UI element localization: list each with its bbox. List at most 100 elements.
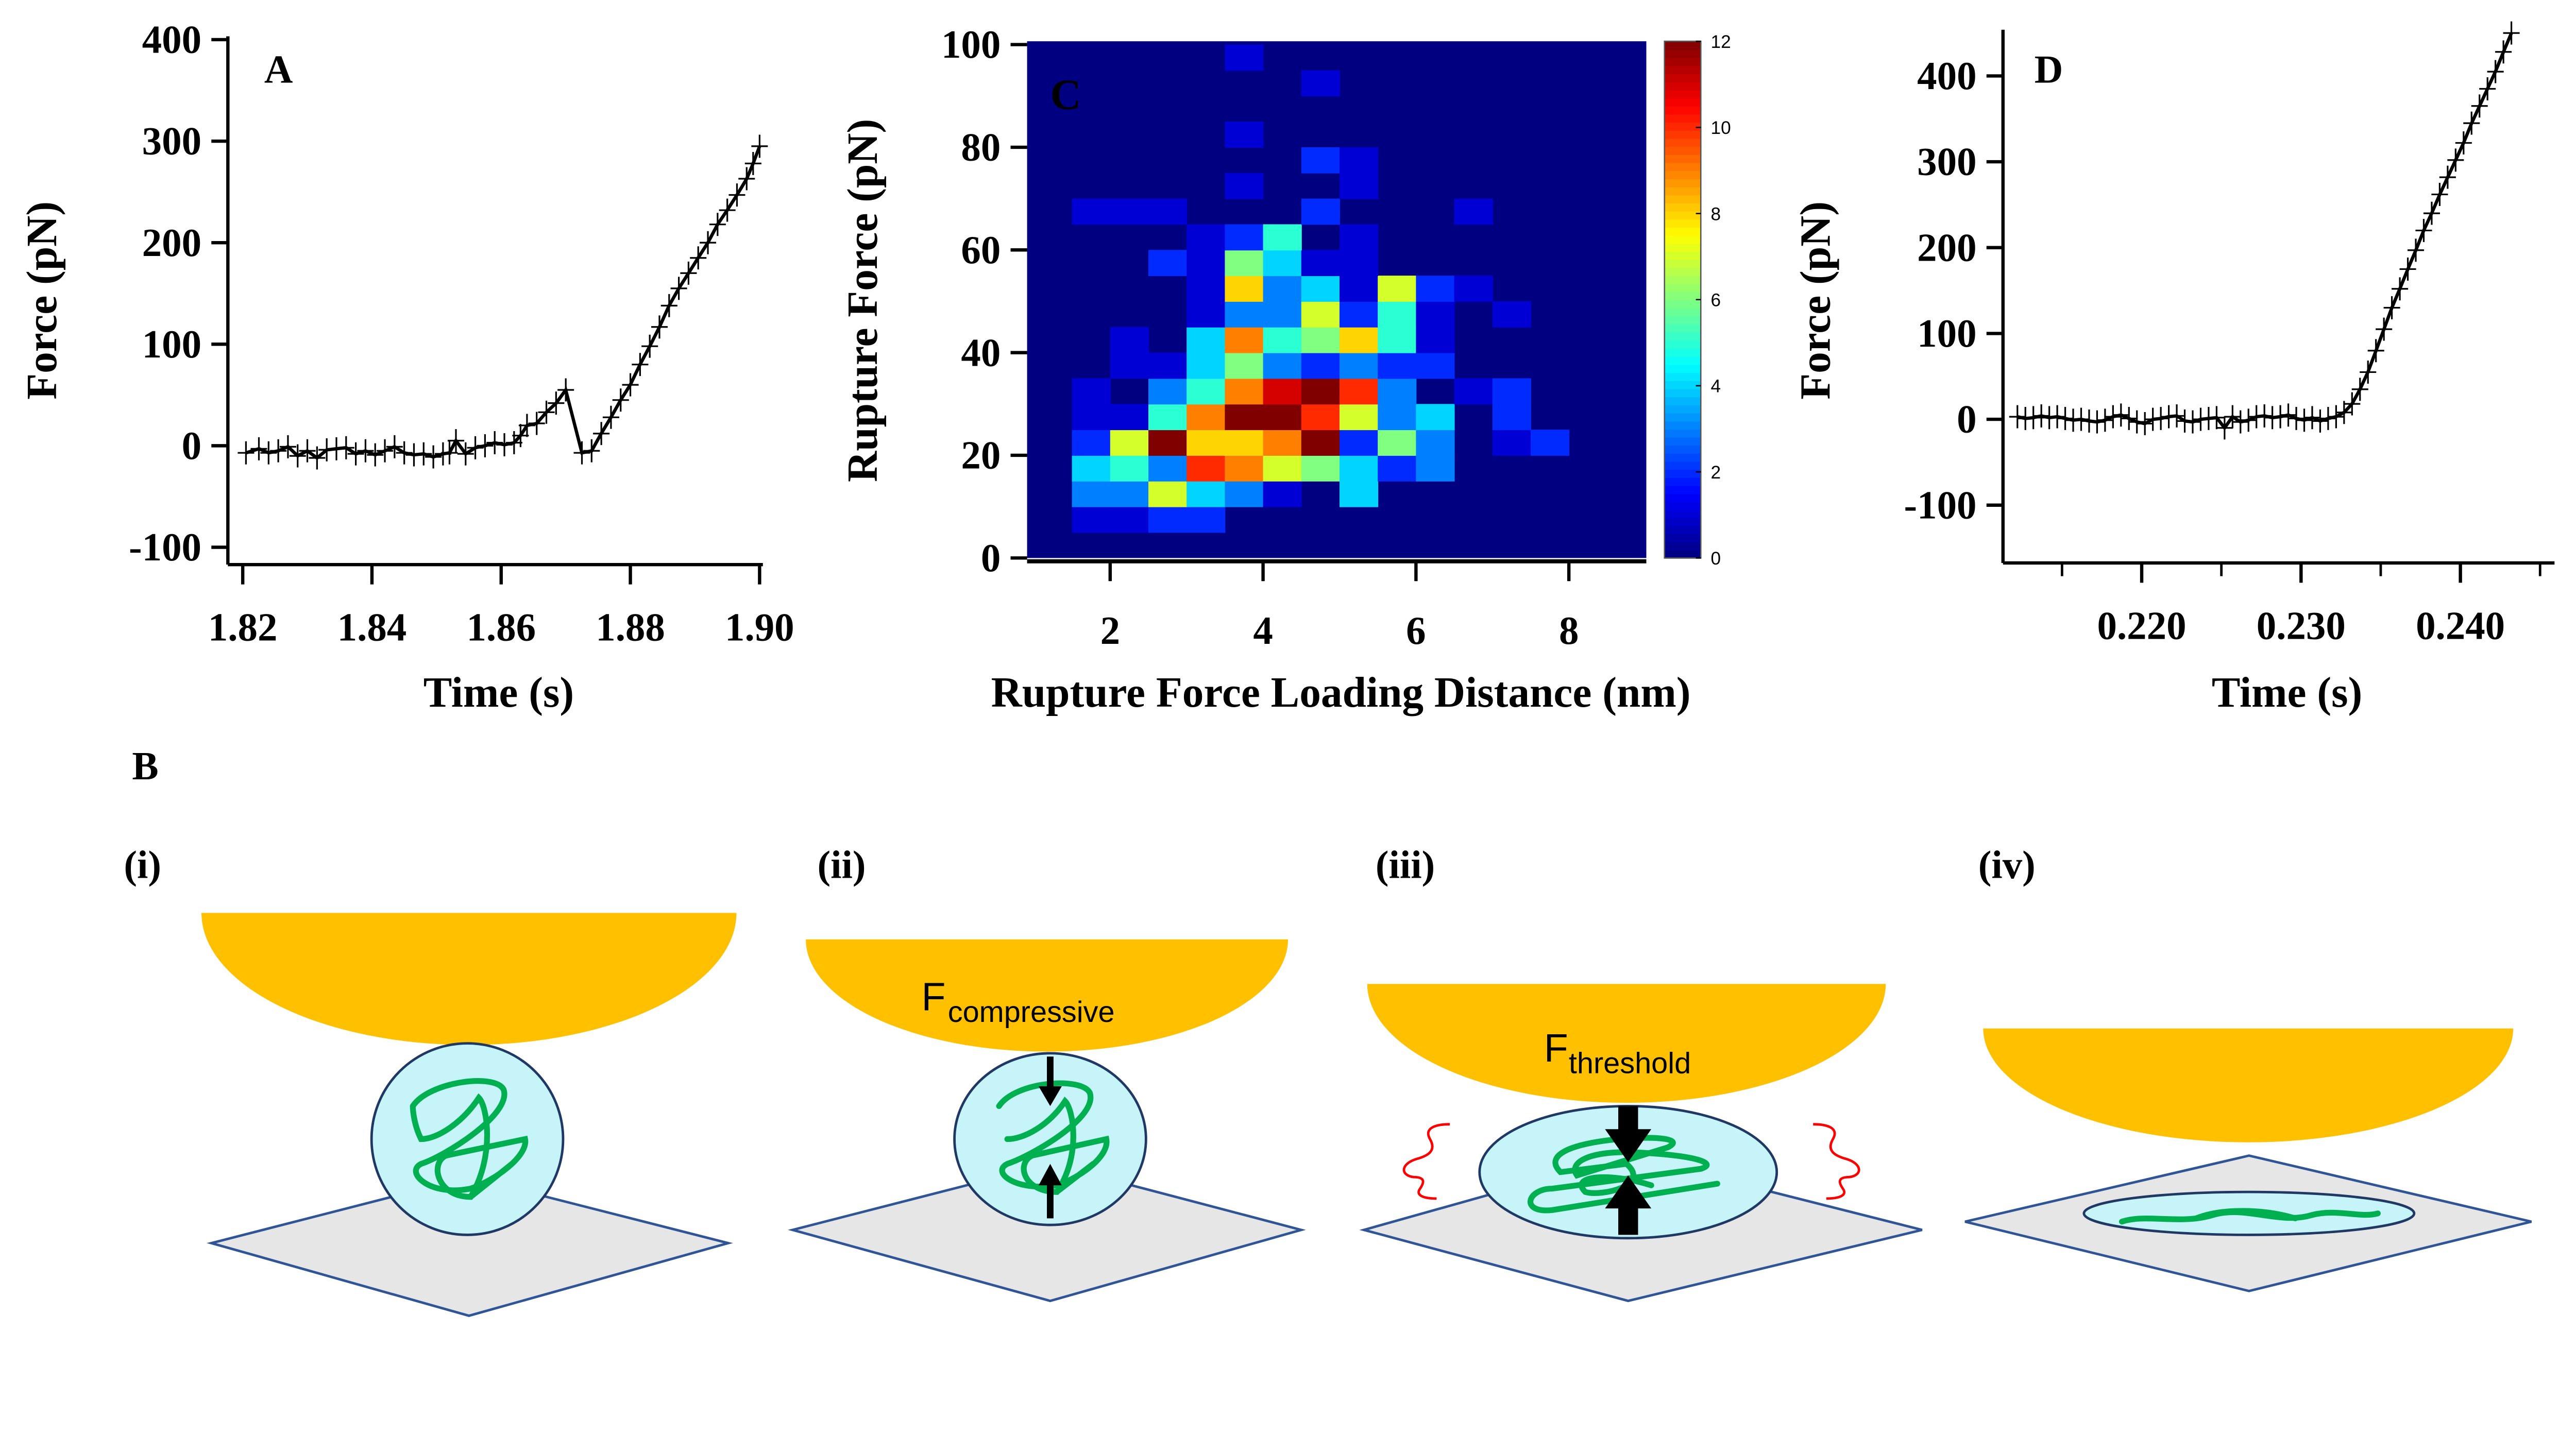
x-tick-label: 1.82: [208, 605, 278, 650]
heatmap-cell: [1301, 250, 1340, 277]
heatmap-cell: [1378, 352, 1417, 379]
threshold-arrow-down: [1605, 1106, 1652, 1163]
heatmap-cell: [1492, 430, 1531, 456]
colorbar-segment: [1664, 292, 1701, 301]
heatmap-cell: [1148, 404, 1188, 431]
data-point-marker: [538, 400, 555, 424]
colorbar-segment: [1664, 388, 1701, 398]
colorbar-segment: [1664, 73, 1701, 82]
heatmap-cell: [1339, 481, 1379, 507]
polymer-chain: [2119, 1208, 2381, 1225]
data-point-marker: [2407, 238, 2425, 262]
polymer-chain: [996, 1080, 1110, 1195]
heatmap-cell: [1225, 276, 1264, 302]
data-point-marker: [2351, 378, 2368, 401]
data-point-marker: [2137, 412, 2154, 435]
colorbar-segment: [1664, 550, 1701, 559]
heatmap-cell: [1225, 455, 1264, 482]
data-point-marker: [2328, 405, 2345, 429]
data-point-marker: [2399, 257, 2416, 281]
afm-tip: [1367, 984, 1886, 1103]
substrate-surface: [207, 1175, 733, 1317]
data-point-marker: [738, 167, 755, 191]
data-point-marker: [2335, 401, 2352, 424]
data-point-marker: [425, 445, 442, 469]
afm-tip: [1983, 1028, 2514, 1142]
data-point-marker: [641, 334, 658, 358]
heatmap-cell: [1263, 352, 1302, 379]
heatmap-cell: [1301, 455, 1340, 482]
colorbar-segment: [1664, 534, 1701, 543]
data-point-marker: [347, 442, 364, 466]
data-point-marker: [367, 443, 384, 467]
heatmap-cell: [1378, 301, 1417, 328]
colorbar-segment: [1664, 178, 1701, 187]
colorbar-segment: [1664, 541, 1701, 551]
heatmap-cell: [1454, 276, 1493, 302]
data-point-marker: [622, 373, 639, 397]
heatmap-cell: [1339, 430, 1379, 456]
heatmap-cell: [1378, 378, 1417, 405]
data-point-marker: [260, 441, 277, 465]
heatmap-cell: [1416, 327, 1455, 353]
x-tick-label: 4: [1253, 608, 1273, 653]
heatmap-cell: [1072, 430, 1111, 456]
colorbar-tick-label: 12: [1710, 32, 1731, 52]
y-tick-label: 200: [142, 220, 201, 265]
data-point-marker: [434, 442, 451, 466]
heatmap-cell: [1301, 301, 1340, 328]
panel-a-letter: A: [264, 47, 293, 91]
heatmap-cell: [1110, 327, 1149, 353]
data-point-marker: [651, 315, 668, 339]
force-label-subscript: threshold: [1569, 1047, 1691, 1080]
threshold-arrow-up: [1605, 1175, 1652, 1235]
colorbar-segment: [1664, 138, 1701, 147]
panel-a-force-trace: A Time (s) Force (pN) -100 0 100 200 300 400 1…: [19, 18, 794, 716]
afm-tip: [201, 913, 737, 1045]
data-point-marker: [405, 443, 422, 467]
x-tick-label: 2: [1100, 608, 1120, 653]
heatmap-cell: [1416, 352, 1455, 379]
heatmap-cell: [1492, 301, 1531, 328]
data-point-marker: [2360, 360, 2377, 384]
data-point-marker: [357, 439, 374, 463]
strain-squiggle-left: [1402, 1123, 1450, 1200]
data-point-marker: [2415, 218, 2432, 242]
polymer-chain: [410, 1078, 529, 1200]
colorbar-segment: [1664, 308, 1701, 317]
y-tick-label: 300: [1917, 140, 1976, 184]
colorbar-segment: [1664, 259, 1701, 268]
data-point-marker: [2439, 165, 2456, 189]
heatmap-cell: [1301, 378, 1340, 405]
panel-c-xlabel: Rupture Force Loading Distance (nm): [991, 669, 1691, 716]
heatmap-cell: [1378, 404, 1417, 431]
heatmap-cell: [1339, 352, 1379, 379]
data-point-marker: [2248, 405, 2265, 429]
heatmap-cell: [1148, 352, 1188, 379]
data-point-marker: [557, 378, 574, 402]
heatmap-cell: [1187, 455, 1226, 482]
data-point-marker: [660, 294, 677, 317]
heatmap-cell: [1148, 455, 1188, 482]
step-iii-label: (iii): [1376, 843, 1435, 887]
data-point-marker: [528, 412, 545, 435]
colorbar-tick-label: 6: [1710, 291, 1721, 311]
data-point-marker: [2065, 408, 2082, 432]
x-tick-label: 0.230: [2257, 603, 2346, 647]
data-point-marker: [2160, 405, 2177, 429]
heatmap-cell: [1339, 147, 1379, 174]
data-point-marker: [2192, 407, 2209, 431]
force-label-subscript: compressive: [948, 996, 1115, 1029]
data-point-marker: [2303, 406, 2321, 430]
heatmap-cell: [1148, 250, 1188, 277]
compression-arrow-down: [1039, 1056, 1062, 1106]
step-iv: (iv): [1964, 843, 2532, 1292]
colorbar-segment: [1664, 218, 1701, 228]
heatmap-cell: [1263, 250, 1302, 277]
data-point-marker: [2041, 406, 2058, 430]
data-point-marker: [632, 353, 649, 377]
heatmap-cell: [1301, 327, 1340, 353]
panel-d-force-trace: Time (s) Force (pN) -100 0 100 200 300 400 0.2…: [1792, 21, 2555, 716]
force-label-main: F: [921, 975, 945, 1019]
step-ii: (ii) F compressive: [788, 843, 1306, 1303]
